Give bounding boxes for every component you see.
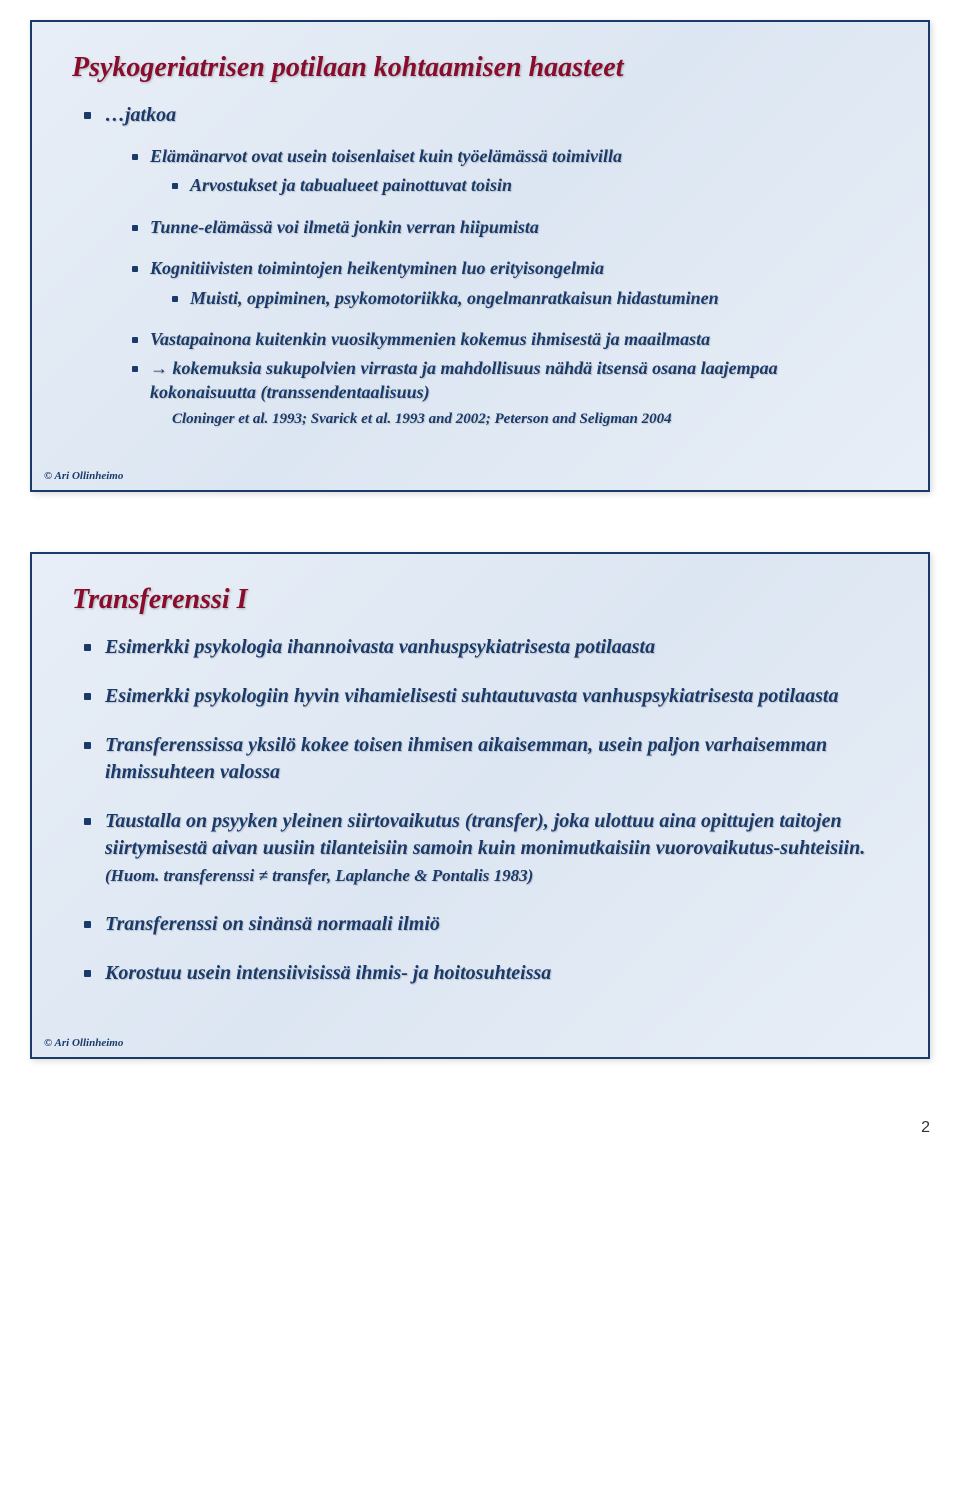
bullet: → kokemuksia sukupolvien virrasta ja mah… <box>132 357 888 404</box>
bullet-text: Taustalla on psyyken yleinen siirtovaiku… <box>105 808 888 889</box>
bullet: Transferenssi on sinänsä normaali ilmiö <box>84 911 888 938</box>
bullet-dot-icon <box>132 366 138 372</box>
bullet-text: Esimerkki psykologia ihannoivasta vanhus… <box>105 634 655 661</box>
slide-1-title: Psykogeriatrisen potilaan kohtaamisen ha… <box>72 52 888 84</box>
bullet-dot-icon <box>132 154 138 160</box>
bullet-dot-icon <box>132 266 138 272</box>
bullet: …jatkoa <box>84 102 888 129</box>
reference-text: Cloninger et al. 1993; Svarick et al. 19… <box>172 410 888 430</box>
bullet-text: Muisti, oppiminen, psykomotoriikka, onge… <box>190 287 719 310</box>
bullet: Muisti, oppiminen, psykomotoriikka, onge… <box>172 287 888 310</box>
bullet-text: Transferenssi on sinänsä normaali ilmiö <box>105 911 440 938</box>
copyright: © Ari Ollinheimo <box>44 1037 123 1049</box>
slide-2-title: Transferenssi I <box>72 584 888 616</box>
slide-1: Psykogeriatrisen potilaan kohtaamisen ha… <box>30 20 930 492</box>
bullet-dot-icon <box>84 112 91 119</box>
bullet-text: Kognitiivisten toimintojen heikentyminen… <box>150 257 604 280</box>
bullet: Arvostukset ja tabualueet painottuvat to… <box>172 174 888 197</box>
bullet: Esimerkki psykologiin hyvin vihamielises… <box>84 683 888 710</box>
bullet-text: Tunne-elämässä voi ilmetä jonkin verran … <box>150 216 539 239</box>
slide-2: Transferenssi I Esimerkki psykologia iha… <box>30 552 930 1059</box>
page-number: 2 <box>0 1119 960 1137</box>
bullet: Vastapainona kuitenkin vuosikymmenien ko… <box>132 328 888 351</box>
bullet-dot-icon <box>172 183 178 189</box>
bullet-text: Vastapainona kuitenkin vuosikymmenien ko… <box>150 328 710 351</box>
bullet: Transferenssissa yksilö kokee toisen ihm… <box>84 732 888 786</box>
bullet-dot-icon <box>84 970 91 977</box>
bullet-text: Korostuu usein intensiivisissä ihmis- ja… <box>105 960 551 987</box>
bullet-dot-icon <box>84 921 91 928</box>
bullet-text: Arvostukset ja tabualueet painottuvat to… <box>190 174 512 197</box>
bullet-text-note: (Huom. transferenssi ≠ transfer, Laplanc… <box>105 866 533 885</box>
bullet-text: Transferenssissa yksilö kokee toisen ihm… <box>105 732 888 786</box>
bullet-dot-icon <box>132 225 138 231</box>
bullet: Korostuu usein intensiivisissä ihmis- ja… <box>84 960 888 987</box>
bullet-dot-icon <box>172 296 178 302</box>
bullet-text: …jatkoa <box>105 102 176 129</box>
bullet-text-main: Taustalla on psyyken yleinen siirtovaiku… <box>105 810 865 859</box>
bullet-text: Elämänarvot ovat usein toisenlaiset kuin… <box>150 145 622 168</box>
bullet-dot-icon <box>84 742 91 749</box>
copyright: © Ari Ollinheimo <box>44 470 123 482</box>
bullet-text: Esimerkki psykologiin hyvin vihamielises… <box>105 683 838 710</box>
bullet: Taustalla on psyyken yleinen siirtovaiku… <box>84 808 888 889</box>
bullet-dot-icon <box>132 337 138 343</box>
bullet: Elämänarvot ovat usein toisenlaiset kuin… <box>132 145 888 168</box>
bullet: Esimerkki psykologia ihannoivasta vanhus… <box>84 634 888 661</box>
bullet: Kognitiivisten toimintojen heikentyminen… <box>132 257 888 280</box>
bullet-dot-icon <box>84 693 91 700</box>
bullet-dot-icon <box>84 644 91 651</box>
bullet-text: → kokemuksia sukupolvien virrasta ja mah… <box>150 357 888 404</box>
bullet-dot-icon <box>84 818 91 825</box>
bullet: Tunne-elämässä voi ilmetä jonkin verran … <box>132 216 888 239</box>
